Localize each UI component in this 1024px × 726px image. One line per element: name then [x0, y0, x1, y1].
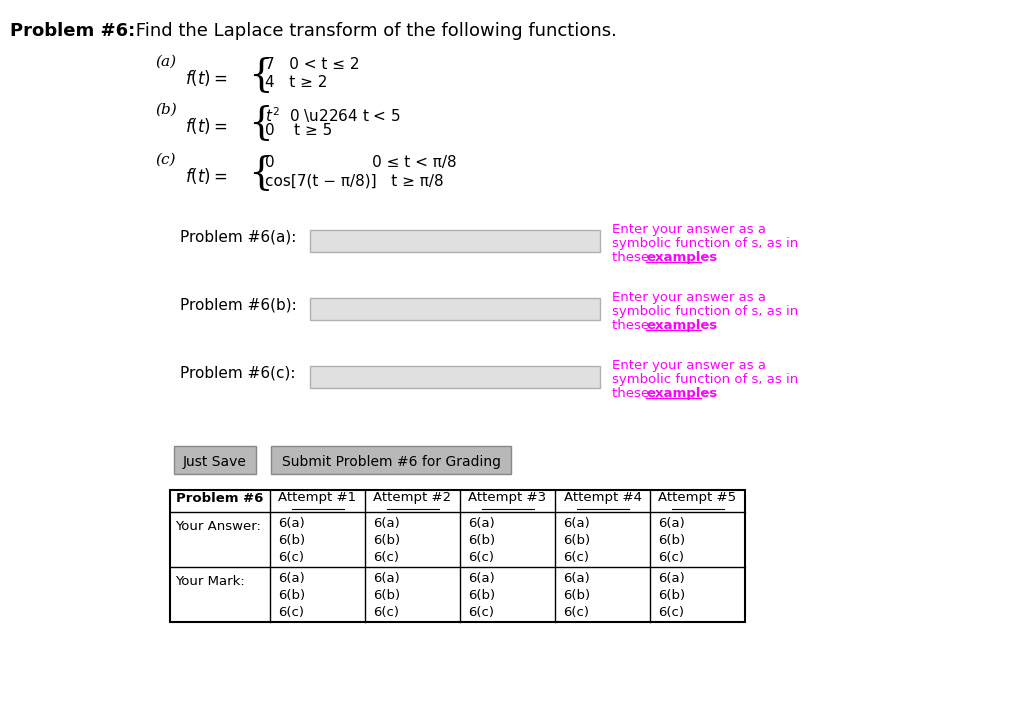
Text: 6(b): 6(b) — [563, 534, 590, 547]
Text: 6(c): 6(c) — [468, 551, 494, 564]
Text: Just Save: Just Save — [183, 455, 247, 469]
Text: 6(a): 6(a) — [563, 517, 590, 530]
Text: 6(c): 6(c) — [373, 606, 399, 619]
FancyBboxPatch shape — [310, 298, 600, 320]
Text: Your Answer:: Your Answer: — [175, 520, 261, 533]
Text: (c): (c) — [155, 153, 175, 167]
Text: (b): (b) — [155, 103, 177, 117]
Text: cos[7(t − π/8)]   t ≥ π/8: cos[7(t − π/8)] t ≥ π/8 — [265, 173, 443, 188]
Text: Problem #6:: Problem #6: — [10, 22, 135, 40]
Text: Problem #6: Problem #6 — [176, 492, 264, 505]
Text: $f(t)=$: $f(t)=$ — [185, 68, 227, 88]
Text: these: these — [612, 251, 653, 264]
Text: $t^2$  0 \u2264 t < 5: $t^2$ 0 \u2264 t < 5 — [265, 105, 400, 125]
Text: 6(c): 6(c) — [658, 551, 684, 564]
Text: 6(c): 6(c) — [563, 551, 589, 564]
Text: 6(b): 6(b) — [373, 534, 400, 547]
Text: these: these — [612, 319, 653, 332]
Text: 6(b): 6(b) — [468, 589, 496, 602]
Text: 6(c): 6(c) — [468, 606, 494, 619]
FancyBboxPatch shape — [310, 366, 600, 388]
Text: $f(t)=$: $f(t)=$ — [185, 116, 227, 136]
FancyBboxPatch shape — [310, 230, 600, 252]
Bar — [170, 490, 745, 622]
Text: examples: examples — [646, 387, 717, 400]
Text: (a): (a) — [155, 55, 176, 69]
FancyBboxPatch shape — [174, 446, 256, 474]
Text: {: { — [248, 105, 272, 142]
Text: 6(b): 6(b) — [468, 534, 496, 547]
Text: Attempt #5: Attempt #5 — [658, 492, 736, 505]
Text: 0    t ≥ 5: 0 t ≥ 5 — [265, 123, 332, 138]
Text: Enter your answer as a: Enter your answer as a — [612, 359, 766, 372]
Text: 0                    0 ≤ t < π/8: 0 0 ≤ t < π/8 — [265, 155, 457, 170]
Text: 6(c): 6(c) — [658, 606, 684, 619]
Text: Attempt #3: Attempt #3 — [468, 492, 547, 505]
Text: 6(c): 6(c) — [278, 606, 304, 619]
Text: examples: examples — [646, 319, 717, 332]
Text: Attempt #4: Attempt #4 — [563, 492, 641, 505]
Text: 4   t ≥ 2: 4 t ≥ 2 — [265, 75, 328, 90]
Text: 6(a): 6(a) — [468, 517, 495, 530]
Text: symbolic function of s, as in: symbolic function of s, as in — [612, 373, 799, 386]
Text: 6(a): 6(a) — [468, 572, 495, 585]
Text: 6(a): 6(a) — [373, 517, 399, 530]
Text: Enter your answer as a: Enter your answer as a — [612, 223, 766, 236]
Text: 6(a): 6(a) — [563, 572, 590, 585]
Text: {: { — [248, 57, 272, 94]
Text: 6(b): 6(b) — [658, 589, 685, 602]
Text: 6(b): 6(b) — [563, 589, 590, 602]
Text: {: { — [248, 155, 272, 192]
Text: 6(b): 6(b) — [278, 589, 305, 602]
Text: examples: examples — [646, 251, 717, 264]
Text: Attempt #2: Attempt #2 — [374, 492, 452, 505]
Text: 6(b): 6(b) — [658, 534, 685, 547]
Text: Submit Problem #6 for Grading: Submit Problem #6 for Grading — [282, 455, 501, 469]
Text: Problem #6(a):: Problem #6(a): — [180, 230, 296, 245]
Text: Your Mark:: Your Mark: — [175, 575, 245, 588]
Text: 6(a): 6(a) — [278, 517, 305, 530]
Text: 6(a): 6(a) — [373, 572, 399, 585]
Text: 6(c): 6(c) — [563, 606, 589, 619]
Text: 6(a): 6(a) — [658, 517, 685, 530]
Text: 6(b): 6(b) — [278, 534, 305, 547]
Text: 6(c): 6(c) — [373, 551, 399, 564]
Text: Attempt #1: Attempt #1 — [279, 492, 356, 505]
Text: Problem #6(b):: Problem #6(b): — [180, 298, 297, 313]
Text: Enter your answer as a: Enter your answer as a — [612, 291, 766, 304]
Text: these: these — [612, 387, 653, 400]
FancyBboxPatch shape — [271, 446, 511, 474]
Text: 6(b): 6(b) — [373, 589, 400, 602]
Text: symbolic function of s, as in: symbolic function of s, as in — [612, 305, 799, 318]
Text: 6(c): 6(c) — [278, 551, 304, 564]
Text: symbolic function of s, as in: symbolic function of s, as in — [612, 237, 799, 250]
Text: 6(a): 6(a) — [658, 572, 685, 585]
Text: 7   0 < t ≤ 2: 7 0 < t ≤ 2 — [265, 57, 359, 72]
Text: $f(t)=$: $f(t)=$ — [185, 166, 227, 186]
Text: Find the Laplace transform of the following functions.: Find the Laplace transform of the follow… — [130, 22, 616, 40]
Text: 6(a): 6(a) — [278, 572, 305, 585]
Text: Problem #6(c):: Problem #6(c): — [180, 366, 296, 381]
